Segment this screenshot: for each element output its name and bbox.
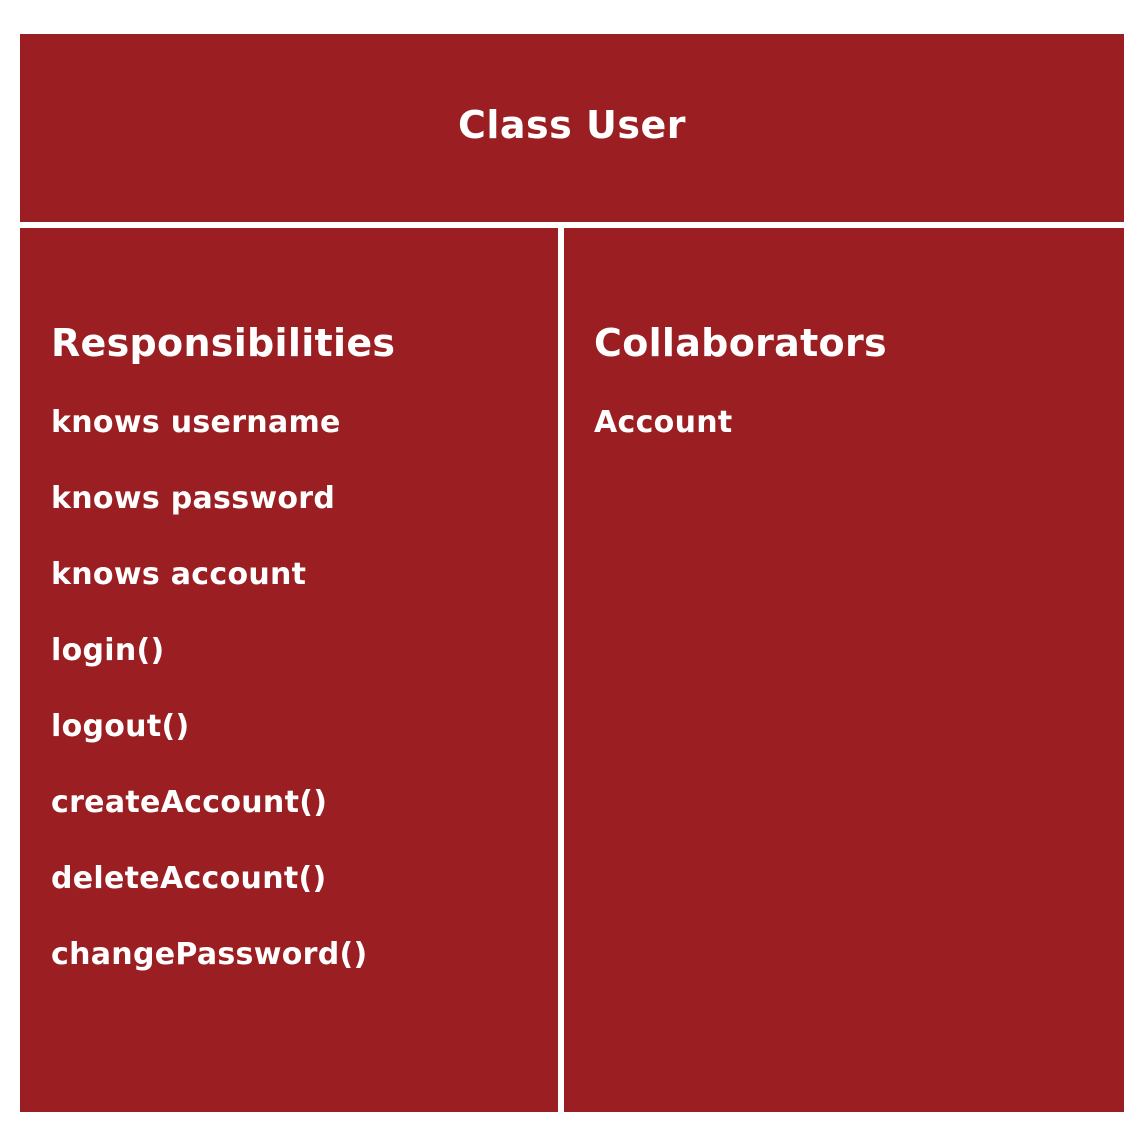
class-name-header: Class User <box>20 34 1124 222</box>
responsibility-item: changePassword() <box>51 937 368 972</box>
collaborator-item: Account <box>594 405 733 440</box>
collaborators-panel: Collaborators Account <box>564 228 1124 1112</box>
responsibility-item: logout() <box>51 709 190 744</box>
collaborators-heading: Collaborators <box>594 321 887 365</box>
responsibility-item: knows account <box>51 557 307 592</box>
responsibility-item: login() <box>51 633 165 668</box>
class-title: Class User <box>457 103 686 147</box>
collaborators-list: Account <box>594 404 1124 480</box>
responsibilities-heading: Responsibilities <box>51 321 396 365</box>
responsibility-item: knows username <box>51 405 341 440</box>
responsibility-item: knows password <box>51 481 336 516</box>
responsibility-item: createAccount() <box>51 785 328 820</box>
responsibilities-list: knows username knows password knows acco… <box>51 404 558 1012</box>
responsibilities-panel: Responsibilities knows username knows pa… <box>20 228 558 1112</box>
responsibility-item: deleteAccount() <box>51 861 327 896</box>
